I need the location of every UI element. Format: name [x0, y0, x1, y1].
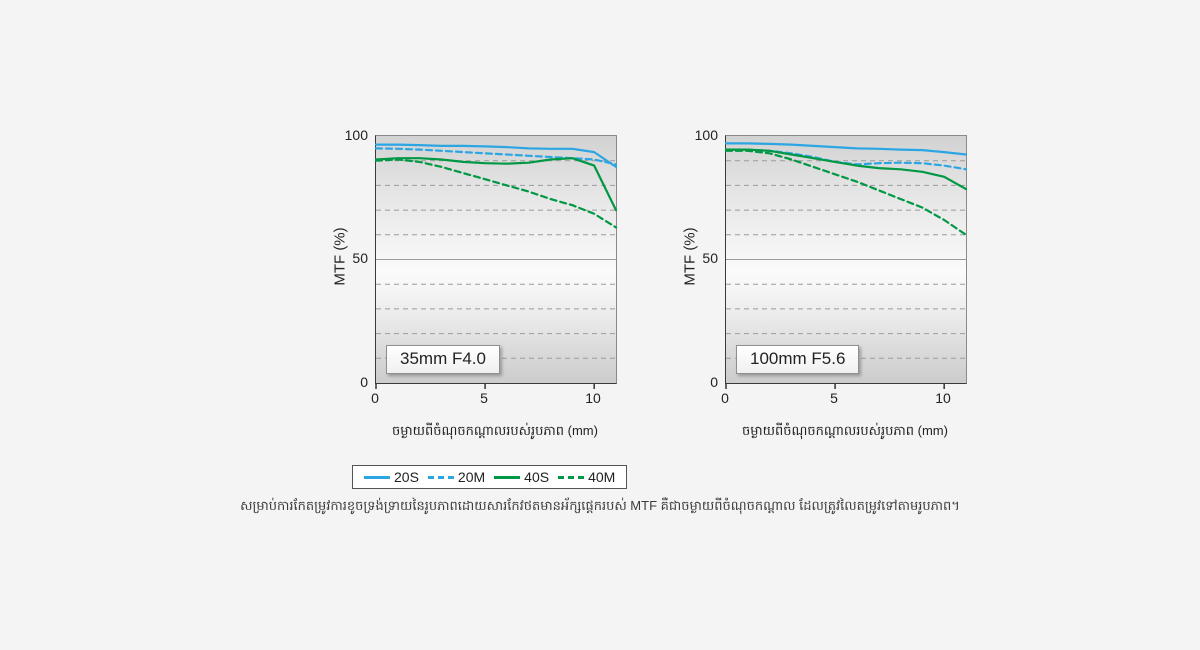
y-tick-50-left: 50: [352, 250, 368, 266]
legend-label-40m: 40M: [588, 469, 616, 485]
legend-label-40s: 40S: [524, 469, 550, 485]
x-tick-10-left: 10: [585, 390, 601, 406]
y-tick-0-left: 0: [360, 374, 368, 390]
legend-line-40s-icon: [494, 475, 521, 479]
legend-label-20m: 20M: [457, 469, 486, 485]
caption-text: សម្រាប់ការកែតម្រូវការខូចទ្រង់ទ្រាយនៃរូបភ…: [240, 498, 960, 513]
x-tick-5-left: 5: [480, 390, 488, 406]
legend-item-40m: 40M: [558, 469, 615, 485]
x-tick-5-right: 5: [830, 390, 838, 406]
lens-badge-left: 35mm F4.0: [386, 345, 500, 374]
x-tick-0-left: 0: [371, 390, 379, 406]
legend-item-40s: 40S: [494, 469, 549, 485]
mtf-chart-svg-left: [374, 143, 618, 389]
x-axis-label-right: ចម្ងាយពីចំណុចកណ្ដាលរបស់រូបភាព (mm): [742, 423, 948, 438]
legend: 20S 20M 40S 40M: [352, 465, 628, 489]
y-tick-100-right: 100: [694, 127, 718, 143]
x-axis-label-left: ចម្ងាយពីចំណុចកណ្ដាលរបស់រូបភាព (mm): [392, 423, 598, 438]
x-tick-10-right: 10: [935, 390, 951, 406]
lens-badge-right: 100mm F5.6: [736, 345, 860, 374]
y-tick-0-right: 0: [710, 374, 718, 390]
legend-label-20s: 20S: [394, 469, 419, 485]
mtf-plot-left: 35mm F4.0: [374, 135, 618, 389]
y-tick-100-left: 100: [344, 127, 368, 143]
legend-item-20s: 20S: [364, 469, 419, 485]
y-tick-50-right: 50: [702, 250, 718, 266]
x-tick-0-right: 0: [721, 390, 729, 406]
legend-line-40m-icon: [558, 475, 585, 479]
legend-line-20s-icon: [364, 475, 390, 479]
legend-line-20m-icon: [427, 475, 454, 479]
legend-item-20m: 20M: [427, 469, 486, 485]
mtf-plot-right: 100mm F5.6: [724, 135, 968, 389]
